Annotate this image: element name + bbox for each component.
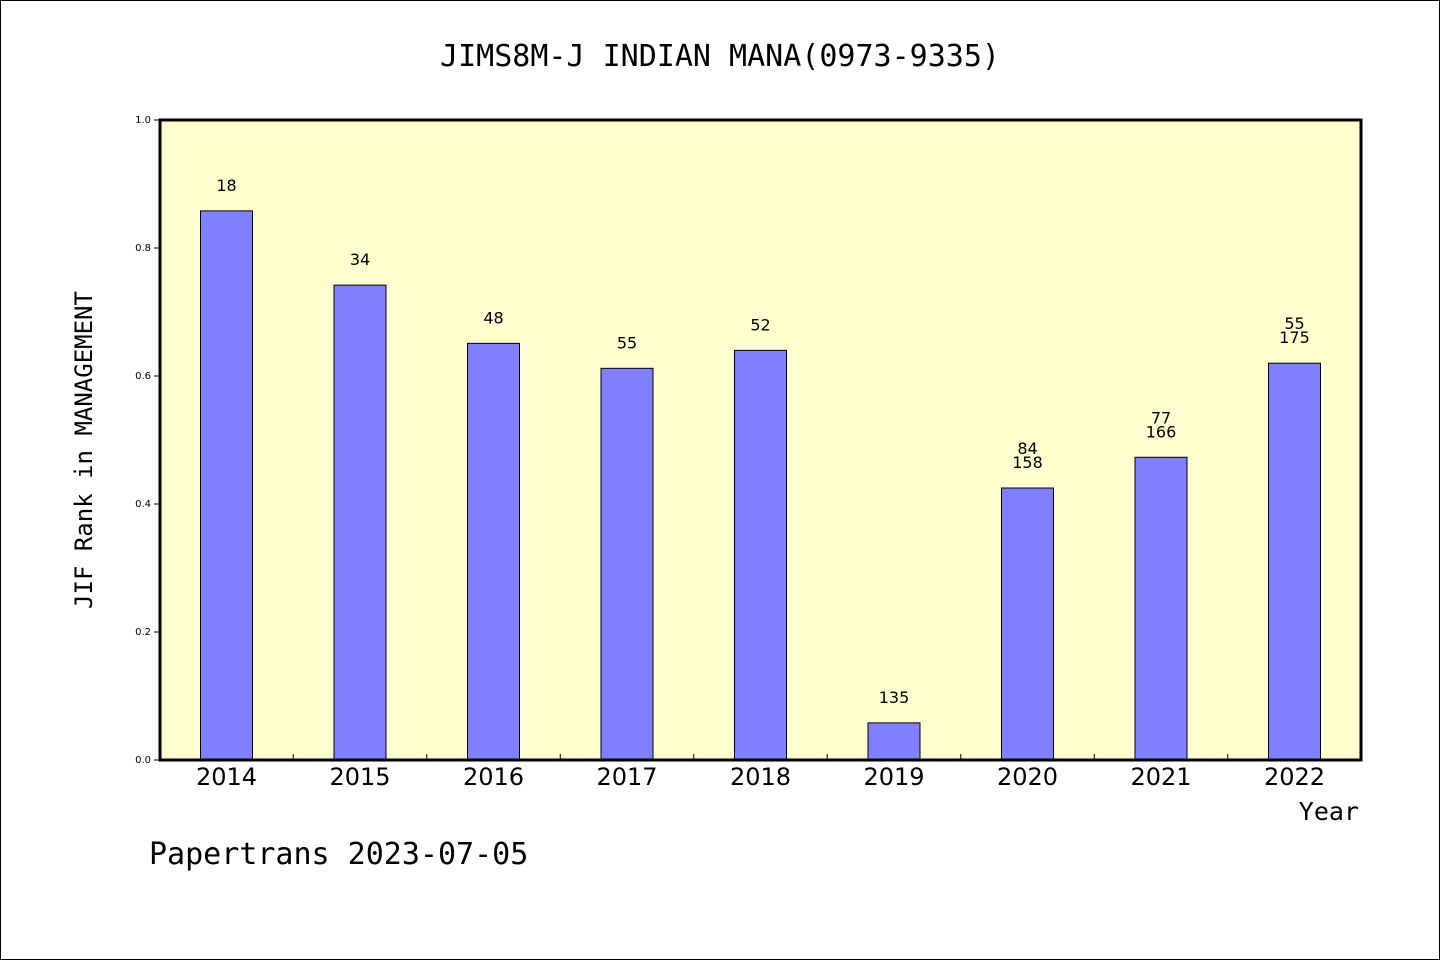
bar-2014 bbox=[200, 210, 253, 761]
bar-data-label: 48 bbox=[483, 308, 503, 327]
bar-data-label: 18 bbox=[216, 176, 236, 195]
chart-title: JIMS8M-J INDIAN MANA(0973-9335) bbox=[440, 39, 1000, 74]
bars-group bbox=[200, 210, 1321, 761]
bar-data-label: 34 bbox=[350, 250, 370, 269]
bar-2016 bbox=[467, 342, 520, 761]
x-axis-label: Year bbox=[1299, 797, 1359, 826]
x-tick-label: 2019 bbox=[863, 763, 924, 791]
x-tick-label: 2015 bbox=[329, 763, 390, 791]
x-tick-label: 2021 bbox=[1130, 763, 1191, 791]
bar-2019 bbox=[867, 722, 921, 761]
y-axis-ticks: 0.0 0.2 0.4 0.6 0.8 1.0 bbox=[135, 115, 160, 766]
bar-2018 bbox=[734, 349, 787, 761]
y-axis-label: JIF Rank in MANAGEMENT bbox=[70, 291, 98, 609]
bar-2017 bbox=[600, 367, 654, 761]
bar-data-label: 84 bbox=[1017, 439, 1037, 458]
bar-data-label: 166 bbox=[1146, 422, 1177, 441]
x-tick-label: 2022 bbox=[1264, 763, 1325, 791]
x-tick-label: 2016 bbox=[463, 763, 524, 791]
bar-data-label: 77 bbox=[1151, 408, 1171, 427]
x-tick-label: 2020 bbox=[997, 763, 1058, 791]
footer-credit: Papertrans 2023-07-05 bbox=[149, 837, 528, 872]
y-tick-label: 0.6 bbox=[135, 371, 151, 382]
bar-2022 bbox=[1268, 362, 1321, 761]
y-tick-label: 0.0 bbox=[135, 755, 151, 766]
bar-data-label: 52 bbox=[750, 315, 770, 334]
x-tick-label: 2017 bbox=[596, 763, 657, 791]
x-tick-label: 2014 bbox=[196, 763, 257, 791]
bar-2021 bbox=[1134, 456, 1188, 761]
y-tick-label: 0.4 bbox=[135, 499, 151, 510]
y-tick-label: 1.0 bbox=[135, 115, 151, 126]
bar-data-label: 158 bbox=[1012, 453, 1043, 472]
bar-data-label: 55 bbox=[617, 333, 637, 352]
y-tick-label: 0.8 bbox=[135, 243, 151, 254]
bar-data-label: 55 bbox=[1284, 314, 1304, 333]
bar-2015 bbox=[333, 284, 387, 761]
bar-data-label: 175 bbox=[1279, 328, 1310, 347]
x-axis-ticks: 2014 2015 2016 2017 2018 2019 2020 2021 2022 bbox=[196, 754, 1325, 791]
bar-data-label: 135 bbox=[879, 688, 910, 707]
plot-border bbox=[158, 118, 1363, 762]
y-tick-label: 0.2 bbox=[135, 627, 151, 638]
x-tick-label: 2018 bbox=[730, 763, 791, 791]
bar-2020 bbox=[1001, 487, 1054, 761]
